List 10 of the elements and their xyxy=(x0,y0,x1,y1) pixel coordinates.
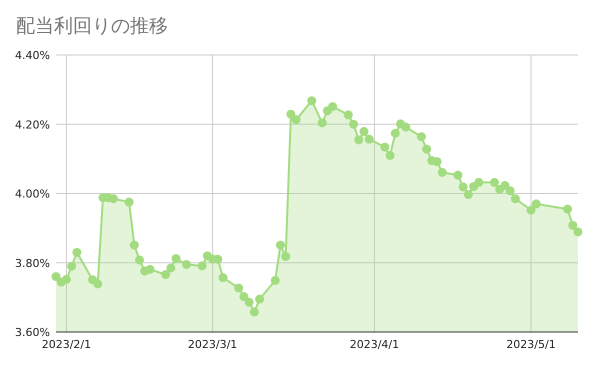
y-tick-label: 3.80% xyxy=(15,256,50,270)
y-tick-label: 4.00% xyxy=(15,188,50,200)
x-tick-label: 2023/2/1 xyxy=(42,338,92,351)
x-tick-label: 2023/5/1 xyxy=(506,338,556,351)
y-tick-label: 4.40% xyxy=(15,49,50,62)
x-tick-label: 2023/3/1 xyxy=(188,338,238,351)
x-tick-label: 2023/4/1 xyxy=(350,338,400,351)
y-tick-label: 3.60% xyxy=(15,326,50,339)
chart-title: 配当利回りの推移 xyxy=(16,15,168,37)
y-tick-label: 4.20% xyxy=(15,118,50,132)
